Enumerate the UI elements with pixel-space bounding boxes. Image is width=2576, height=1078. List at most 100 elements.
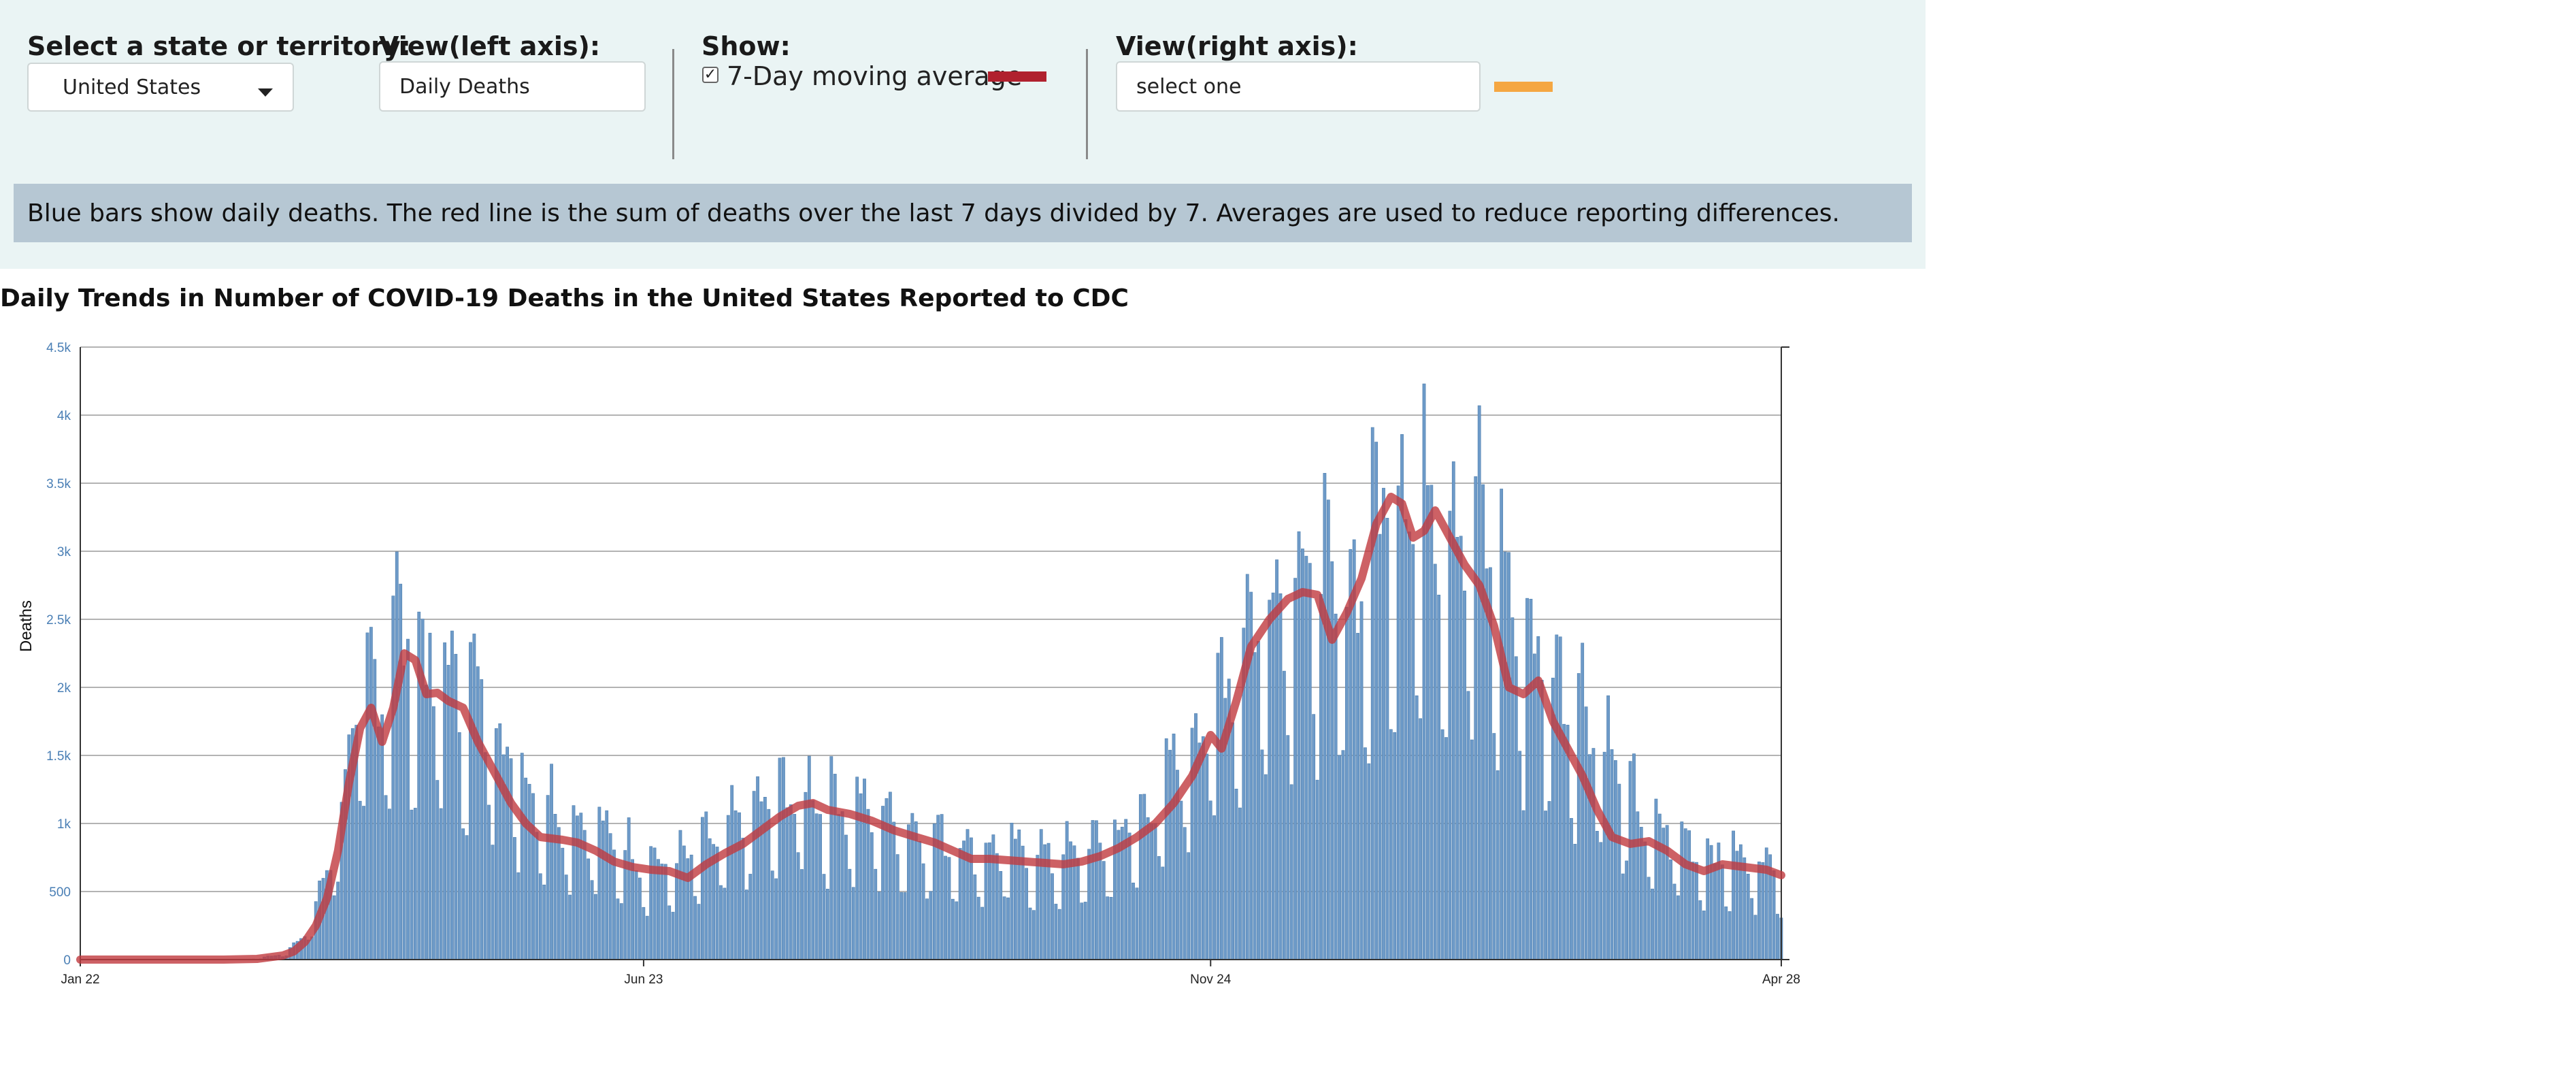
bar — [1665, 825, 1669, 960]
bar — [1231, 722, 1235, 960]
bar — [1393, 732, 1397, 960]
bar — [579, 813, 583, 960]
bar — [1359, 601, 1364, 960]
bar — [561, 847, 565, 960]
right-axis-select[interactable]: select one — [1116, 61, 1481, 112]
bar — [1647, 877, 1651, 960]
bar — [1006, 897, 1010, 960]
bar — [446, 665, 450, 960]
bar — [388, 808, 391, 960]
bar — [509, 758, 513, 960]
bar — [542, 884, 546, 960]
bar — [1334, 613, 1338, 960]
bar — [1382, 487, 1385, 960]
bar — [1323, 473, 1327, 960]
bar — [376, 726, 380, 960]
bar — [1326, 500, 1330, 960]
moving-average-checkbox[interactable]: ✓ — [702, 67, 719, 83]
bar — [469, 642, 472, 960]
bar — [1168, 749, 1172, 960]
left-axis-value: Daily Deaths — [399, 74, 530, 99]
bar — [991, 834, 995, 960]
y-tick-label: 4k — [57, 409, 71, 423]
bar — [1463, 590, 1466, 960]
bar — [1492, 733, 1496, 960]
bar — [782, 757, 785, 960]
bar — [1496, 770, 1500, 960]
bar — [1430, 485, 1434, 960]
bar — [955, 901, 959, 960]
bar — [1138, 794, 1142, 960]
bar — [973, 875, 977, 960]
chevron-down-icon — [258, 88, 273, 97]
x-tick-label: Nov 24 — [1190, 973, 1232, 987]
bar — [402, 666, 406, 960]
bar — [1743, 857, 1747, 960]
bar — [899, 892, 904, 960]
bar — [1746, 873, 1750, 960]
left-axis-label: View(left axis): — [379, 31, 601, 61]
bar — [1566, 725, 1570, 960]
bar — [844, 834, 848, 960]
bar — [634, 870, 638, 960]
bar — [435, 780, 440, 960]
bar — [925, 898, 929, 960]
bar — [892, 821, 896, 960]
bar — [443, 642, 447, 960]
bar — [310, 936, 314, 960]
bar — [1772, 870, 1776, 960]
bar — [1051, 873, 1054, 960]
bar — [693, 896, 697, 960]
state-select[interactable]: United States — [27, 63, 294, 112]
bar — [1440, 729, 1444, 960]
x-tick-labels: Jan 22 Jun 23 Nov 24 Apr 28 — [61, 960, 1800, 987]
bar — [590, 880, 594, 960]
bar — [1683, 828, 1687, 960]
bar — [480, 679, 484, 960]
bar — [1407, 532, 1411, 960]
bar — [1415, 695, 1419, 960]
bar — [944, 855, 947, 960]
bar — [918, 841, 922, 960]
bar — [951, 898, 955, 960]
bar — [373, 659, 377, 960]
y-tick-label: 3.5k — [46, 477, 71, 491]
bar — [940, 814, 944, 960]
bar — [1025, 868, 1028, 960]
bar — [399, 583, 403, 960]
bar — [638, 877, 642, 960]
bar — [1713, 863, 1717, 960]
bar — [1573, 844, 1577, 960]
bar — [1676, 895, 1680, 960]
bar — [1695, 862, 1698, 960]
bar — [1687, 830, 1691, 960]
bar — [980, 906, 985, 960]
bar — [1621, 873, 1625, 960]
right-axis-swatch — [1494, 82, 1553, 92]
bar — [1654, 798, 1658, 960]
bar — [778, 757, 782, 960]
bar — [965, 829, 970, 960]
bar — [1187, 852, 1191, 960]
bar — [1570, 818, 1573, 960]
bar — [1039, 829, 1043, 960]
bar — [1102, 861, 1106, 960]
bar — [1260, 749, 1264, 960]
bar — [1106, 896, 1110, 960]
bar — [369, 627, 373, 960]
bar — [1540, 680, 1544, 960]
bars-group — [225, 383, 1783, 960]
bar — [1702, 911, 1706, 960]
bar — [1341, 750, 1345, 960]
bar — [774, 878, 778, 960]
bar — [439, 808, 443, 960]
bar — [733, 810, 738, 960]
left-axis-select[interactable]: Daily Deaths — [379, 61, 646, 112]
bar — [564, 875, 568, 960]
bar — [1293, 578, 1298, 960]
bar — [1636, 811, 1640, 960]
bar — [1264, 774, 1268, 960]
bar — [793, 814, 797, 960]
y-tick-label: 1k — [57, 817, 71, 832]
bar — [1669, 859, 1672, 960]
